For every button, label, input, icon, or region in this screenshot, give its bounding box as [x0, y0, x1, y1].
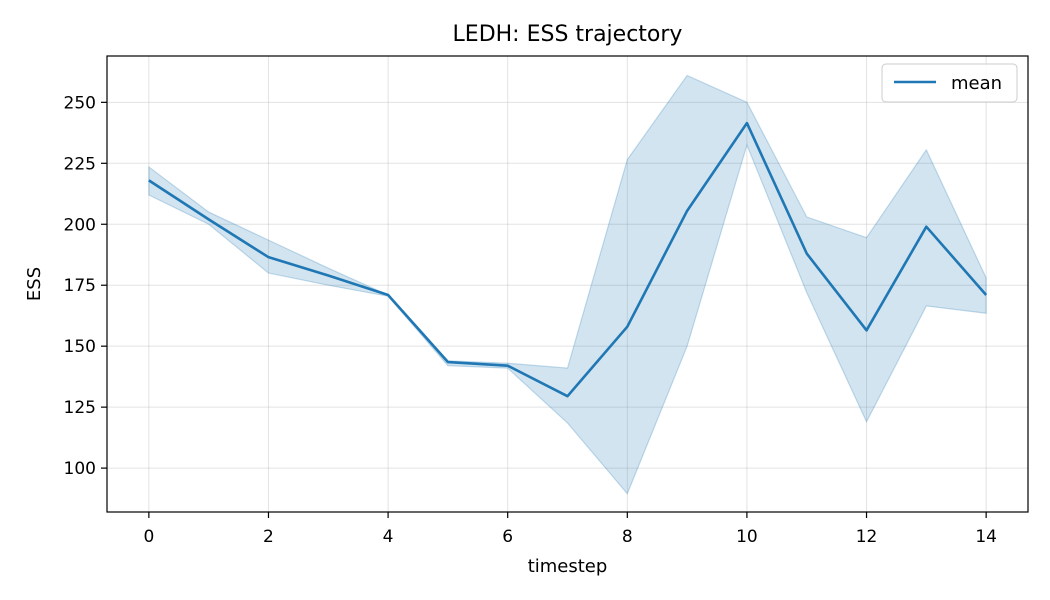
x-tick-label: 2: [263, 527, 274, 547]
legend-box: [881, 63, 1018, 103]
y-tick-label: 200: [64, 215, 96, 235]
x-tick-label: 14: [975, 527, 997, 547]
legend: mean: [881, 63, 1018, 103]
y-tick-label: 125: [64, 398, 96, 418]
y-axis-label: ESS: [24, 267, 45, 301]
x-tick-label: 0: [143, 527, 154, 547]
x-tick-label: 6: [502, 527, 513, 547]
x-tick-label: 10: [736, 527, 758, 547]
grid-lines: [107, 56, 1028, 512]
plot-frame: [106, 55, 1029, 513]
x-axis-label: timestep: [528, 556, 608, 577]
y-tick-label: 100: [64, 459, 96, 479]
axis-ticks: 0 2 4 6 8 10 12 14 100 125 150 175 200 225 250: [64, 93, 997, 547]
chart-title: LEDH: ESS trajectory: [453, 22, 683, 47]
x-tick-label: 12: [856, 527, 878, 547]
y-tick-label: 175: [64, 276, 96, 296]
legend-label-mean: mean: [951, 73, 1002, 94]
y-tick-label: 250: [64, 93, 96, 113]
mean-series-line: [148, 121, 988, 398]
x-tick-label: 8: [622, 527, 633, 547]
x-tick-label: 4: [383, 527, 394, 547]
mean-line-layer: [148, 121, 988, 398]
y-tick-label: 225: [64, 154, 96, 174]
y-tick-label: 150: [64, 337, 96, 357]
